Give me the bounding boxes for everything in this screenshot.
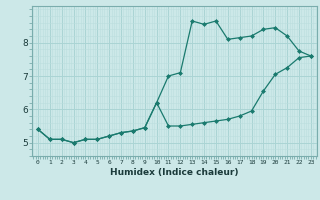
X-axis label: Humidex (Indice chaleur): Humidex (Indice chaleur) (110, 168, 239, 177)
